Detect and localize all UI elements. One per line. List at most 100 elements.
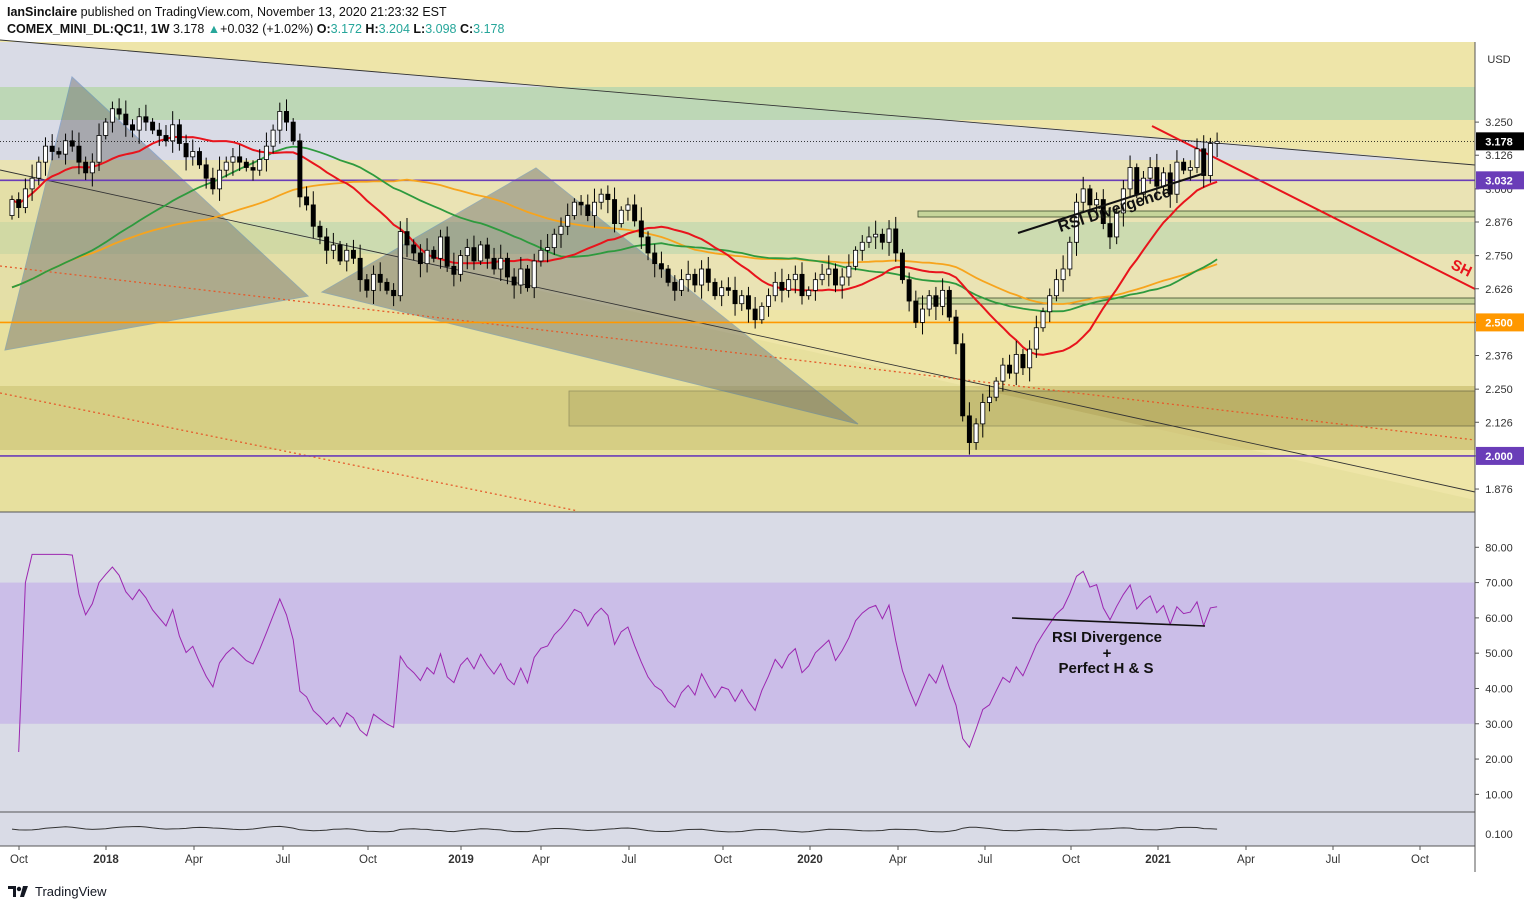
candle bbox=[464, 247, 470, 257]
candle bbox=[196, 151, 202, 166]
candle bbox=[263, 145, 269, 160]
candle bbox=[538, 249, 544, 262]
y-tick-label: 2.750 bbox=[1485, 251, 1513, 263]
candle bbox=[960, 343, 966, 417]
candle bbox=[270, 129, 276, 147]
price-tag-label: 2.000 bbox=[1485, 451, 1513, 463]
candle bbox=[243, 161, 249, 168]
candle bbox=[759, 305, 765, 321]
tradingview-logo-icon[interactable] bbox=[7, 884, 29, 898]
change: +0.032 (+1.02%) bbox=[220, 22, 314, 36]
candle bbox=[585, 204, 591, 216]
candle bbox=[330, 244, 336, 251]
candle bbox=[284, 111, 289, 123]
candle bbox=[826, 268, 832, 275]
candle bbox=[886, 228, 892, 243]
candle bbox=[451, 265, 457, 275]
interval[interactable]: 1W bbox=[150, 22, 170, 36]
candle bbox=[739, 295, 745, 305]
candle bbox=[250, 167, 256, 171]
candle bbox=[471, 247, 477, 262]
candle bbox=[237, 156, 243, 163]
candle bbox=[1127, 167, 1133, 190]
candle bbox=[652, 252, 658, 265]
x-tick-label: Jul bbox=[978, 854, 993, 866]
candle bbox=[833, 268, 838, 286]
rsi-divergence-label: RSI Divergence bbox=[1052, 629, 1162, 646]
close-value: 3.178 bbox=[473, 22, 505, 36]
high-label: H: bbox=[365, 22, 379, 36]
y-tick-label: 3.126 bbox=[1485, 150, 1513, 162]
candle bbox=[89, 161, 95, 174]
candle bbox=[504, 257, 510, 278]
currency-label: USD bbox=[1487, 54, 1510, 66]
candle bbox=[357, 257, 363, 281]
candle bbox=[846, 265, 852, 278]
rsi-tick-label: 30.00 bbox=[1485, 719, 1513, 731]
candle bbox=[752, 308, 758, 321]
candle bbox=[123, 113, 129, 126]
candle bbox=[1154, 167, 1160, 187]
candle bbox=[176, 124, 182, 144]
trendline-lower bbox=[0, 169, 1476, 493]
candle bbox=[658, 263, 664, 270]
candle bbox=[766, 295, 772, 307]
candle bbox=[444, 236, 450, 267]
candle bbox=[946, 289, 952, 318]
rsi-band bbox=[0, 582, 1475, 724]
candle bbox=[1114, 212, 1120, 238]
author[interactable]: IanSinclaire bbox=[7, 5, 78, 19]
candle bbox=[672, 281, 678, 291]
candle bbox=[732, 289, 738, 305]
candle bbox=[632, 204, 638, 222]
candle bbox=[571, 201, 577, 216]
candle bbox=[1053, 279, 1059, 297]
candle bbox=[1000, 364, 1006, 382]
candle bbox=[364, 279, 370, 291]
candle bbox=[257, 159, 263, 171]
candle bbox=[525, 268, 530, 289]
candle bbox=[344, 249, 350, 262]
candle bbox=[277, 111, 283, 131]
candle bbox=[16, 199, 22, 208]
candle bbox=[966, 415, 972, 443]
rsi-tick-label: 20.00 bbox=[1485, 754, 1513, 766]
candle bbox=[1181, 161, 1187, 171]
rsi-line bbox=[18, 553, 1218, 753]
candle bbox=[1140, 177, 1146, 195]
candle bbox=[150, 121, 156, 131]
candle bbox=[799, 273, 805, 297]
candle bbox=[1194, 148, 1200, 168]
candle bbox=[578, 201, 584, 206]
price-divergence-line bbox=[1017, 172, 1206, 234]
footer-brand[interactable]: TradingView bbox=[35, 883, 107, 899]
rsi-tick-label: 70.00 bbox=[1485, 578, 1513, 590]
candle bbox=[223, 161, 229, 171]
y-tick-label: 2.376 bbox=[1485, 351, 1513, 363]
candle bbox=[9, 199, 15, 216]
candle bbox=[310, 204, 316, 227]
candle bbox=[42, 145, 48, 163]
candle bbox=[625, 204, 631, 211]
candle bbox=[1147, 167, 1153, 179]
candle bbox=[76, 145, 82, 163]
candle bbox=[993, 380, 999, 398]
x-tick-label: 2018 bbox=[93, 854, 119, 866]
candle bbox=[371, 273, 377, 291]
candle bbox=[438, 236, 443, 259]
candle bbox=[1020, 354, 1026, 369]
candle bbox=[1047, 295, 1053, 313]
candle bbox=[618, 209, 624, 224]
candle bbox=[712, 281, 718, 297]
candle bbox=[324, 236, 330, 251]
x-axis-bg bbox=[0, 846, 1475, 872]
close-label: C: bbox=[459, 22, 474, 36]
candle bbox=[404, 231, 410, 246]
candle bbox=[1201, 148, 1207, 176]
candle bbox=[645, 236, 651, 254]
candle bbox=[511, 276, 517, 286]
rsi-tick-label: 50.00 bbox=[1485, 648, 1513, 660]
symbol[interactable]: COMEX_MINI_DL:QC1! bbox=[7, 22, 144, 36]
candle bbox=[384, 281, 390, 291]
